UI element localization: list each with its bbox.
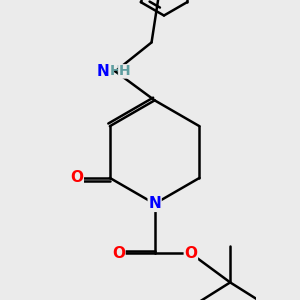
- Text: N: N: [96, 64, 109, 79]
- Text: H: H: [118, 64, 130, 78]
- Text: H: H: [110, 64, 122, 78]
- Text: O: O: [112, 246, 125, 261]
- Text: O: O: [70, 170, 83, 185]
- Text: N: N: [96, 64, 109, 79]
- Text: O: O: [184, 246, 197, 261]
- Text: N: N: [148, 196, 161, 211]
